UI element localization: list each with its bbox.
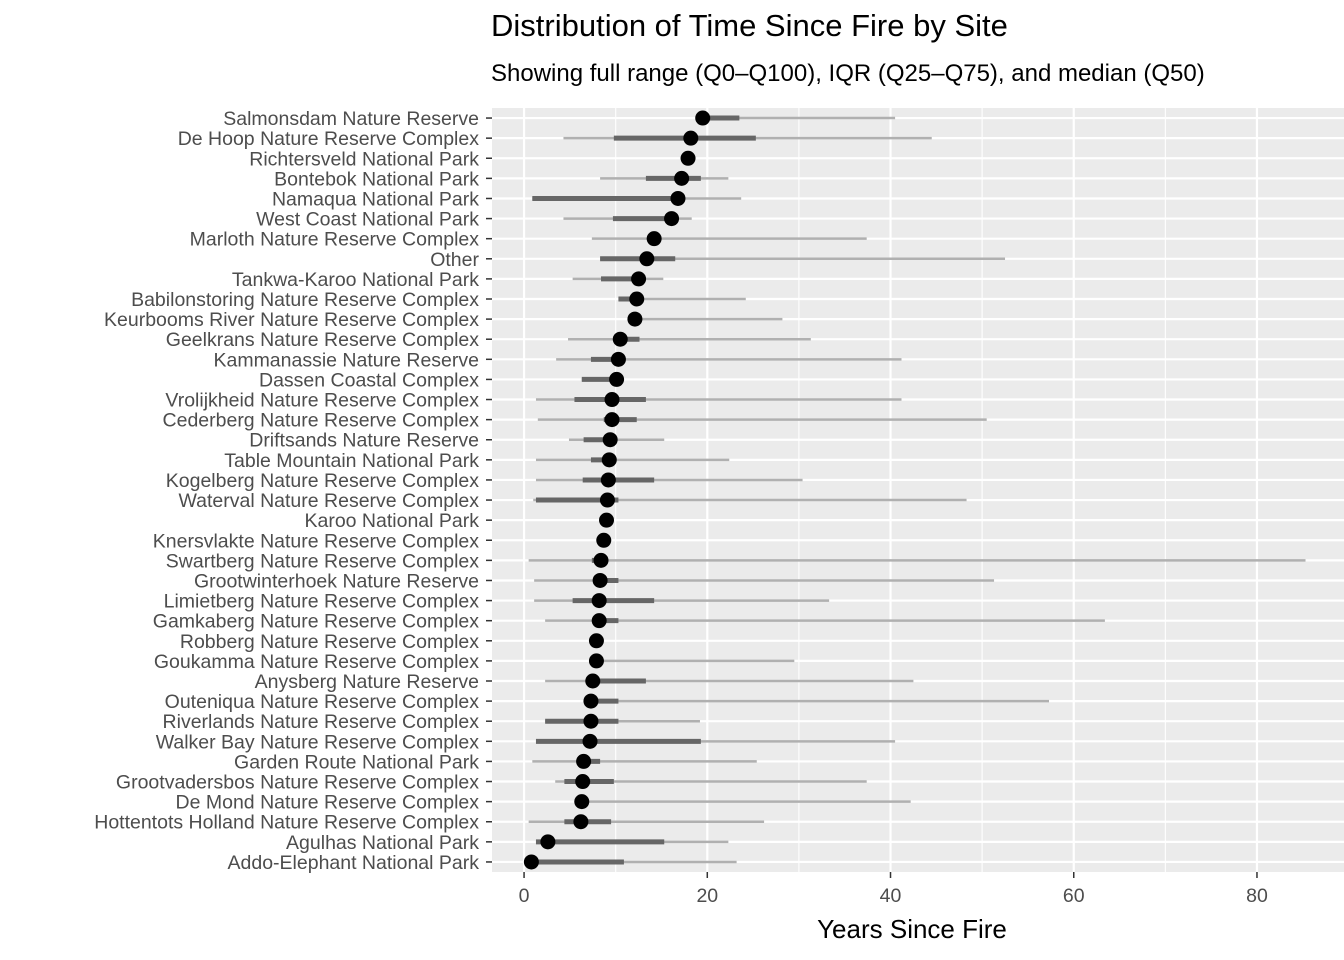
median-point [582, 733, 598, 749]
median-point [600, 472, 616, 488]
x-tick-label: 60 [1063, 885, 1085, 907]
median-point [695, 110, 711, 126]
minor-gridlines [615, 108, 1166, 872]
median-point [683, 130, 699, 146]
median-point [604, 392, 620, 408]
median-point [646, 231, 662, 247]
y-tick-label: Addo-Elephant National Park [228, 852, 480, 874]
y-tick-label: Hottentots Holland Nature Reserve Comple… [94, 812, 479, 834]
y-tick-label: Tankwa-Karoo National Park [232, 269, 479, 291]
y-tick-label: Bontebok National Park [274, 168, 479, 190]
y-tick-label: De Mond Nature Reserve Complex [176, 792, 480, 814]
y-tick-label: Goukamma Nature Reserve Complex [154, 651, 479, 673]
median-point [601, 452, 617, 468]
y-tick-label: Kammanassie Nature Reserve [213, 349, 479, 371]
median-point [599, 512, 615, 528]
median-point [664, 211, 680, 227]
x-tick-label: 40 [880, 885, 902, 907]
median-point [612, 331, 628, 347]
y-tick-label: Swartberg Nature Reserve Complex [166, 550, 479, 572]
chart-subtitle: Showing full range (Q0–Q100), IQR (Q25–Q… [491, 60, 1205, 87]
median-point [575, 774, 591, 790]
median-point [585, 673, 601, 689]
median-point [591, 593, 607, 609]
data-marks [523, 110, 1306, 870]
median-point [680, 150, 696, 166]
y-tick-label: Marloth Nature Reserve Complex [190, 229, 480, 251]
y-tick-label: Other [430, 249, 479, 271]
median-point [574, 794, 590, 810]
median-point [596, 532, 612, 548]
y-tick-label: Keurbooms River Nature Reserve Complex [104, 309, 479, 331]
y-tick-label: Robberg Nature Reserve Complex [180, 631, 479, 653]
y-tick-label: Geelkrans Nature Reserve Complex [166, 329, 479, 351]
y-tick-label: Kogelberg Nature Reserve Complex [166, 470, 479, 492]
median-point [670, 190, 686, 206]
y-tick-label: Grootwinterhoek Nature Reserve [194, 570, 479, 592]
median-point [639, 251, 655, 267]
x-tick-label: 20 [696, 885, 718, 907]
y-tick-label: Garden Route National Park [234, 751, 479, 773]
y-tick-label: Outeniqua Nature Reserve Complex [165, 691, 480, 713]
median-point [591, 613, 607, 629]
y-tick-label: Agulhas National Park [286, 832, 479, 854]
median-point [674, 170, 690, 186]
y-tick-label: Riverlands Nature Reserve Complex [163, 711, 480, 733]
chart-title: Distribution of Time Since Fire by Site [491, 8, 1008, 43]
x-axis-label: Years Since Fire [817, 914, 1007, 944]
median-point [629, 291, 645, 307]
y-tick-label: Richtersveld National Park [249, 148, 479, 170]
median-point [583, 713, 599, 729]
y-tick-label: Knersvlakte Nature Reserve Complex [153, 530, 479, 552]
x-tick-label: 0 [519, 885, 530, 907]
median-point [599, 492, 615, 508]
median-point [609, 371, 625, 387]
median-point [573, 814, 589, 830]
median-point [631, 271, 647, 287]
median-point [583, 693, 599, 709]
median-point [576, 753, 592, 769]
y-tick-label: Babilonstoring Nature Reserve Complex [131, 289, 479, 311]
x-axis: 0 20 40 60 80 [519, 872, 1268, 907]
median-point [593, 552, 609, 568]
y-tick-label: Namaqua National Park [272, 188, 479, 210]
y-tick-label: Karoo National Park [304, 510, 479, 532]
median-point [604, 412, 620, 428]
plot-panel [492, 108, 1344, 872]
y-tick-label: De Hoop Nature Reserve Complex [178, 128, 480, 150]
y-tick-label: Cederberg Nature Reserve Complex [163, 410, 480, 432]
y-tick-label: Vrolijkheid Nature Reserve Complex [165, 390, 479, 412]
median-point [610, 351, 626, 367]
median-point [588, 633, 604, 649]
y-tick-label: Grootvadersbos Nature Reserve Complex [116, 772, 479, 794]
y-tick-label: Gamkaberg Nature Reserve Complex [153, 611, 479, 633]
y-tick-label: Anysberg Nature Reserve [255, 671, 479, 693]
median-point [627, 311, 643, 327]
y-tick-label: Waterval Nature Reserve Complex [178, 490, 479, 512]
y-tick-label: Salmonsdam Nature Reserve [223, 108, 479, 130]
y-tick-label: Walker Bay Nature Reserve Complex [156, 731, 480, 753]
y-tick-label: Table Mountain National Park [224, 450, 479, 472]
median-point [602, 432, 618, 448]
y-tick-label: Driftsands Nature Reserve [249, 430, 479, 452]
median-point [523, 854, 539, 870]
y-tick-label: Dassen Coastal Complex [259, 369, 479, 391]
median-point [540, 834, 556, 850]
x-tick-label: 80 [1246, 885, 1268, 907]
median-point [588, 653, 604, 669]
median-point [592, 572, 608, 588]
y-tick-label: Limietberg Nature Reserve Complex [164, 591, 480, 613]
y-tick-label: West Coast National Park [256, 209, 479, 231]
